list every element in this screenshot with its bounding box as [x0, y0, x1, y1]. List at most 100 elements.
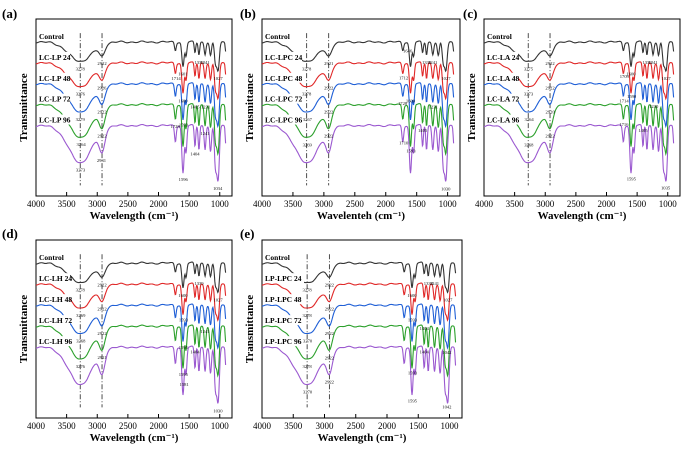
series-label: LC-LH 96	[39, 337, 72, 346]
series-label: LP-LPC 24	[265, 274, 302, 283]
x-tick-label: 3500	[284, 199, 303, 209]
peak-label: 3267	[303, 117, 313, 122]
peak-label: 3276	[76, 364, 86, 369]
legend-backdrop	[486, 93, 518, 104]
peak-label: 3278	[303, 364, 313, 369]
x-axis-label: Wavelength (cm⁻¹)	[538, 210, 627, 222]
legend-backdrop	[264, 114, 302, 125]
peak-label: 1027	[443, 297, 453, 302]
series-label: LC-LPC 24	[265, 53, 303, 62]
peak-label: 1593	[179, 318, 189, 323]
peak-label: 1404	[190, 151, 200, 156]
panel-label: (b)	[240, 6, 256, 21]
peak-label: 2922	[325, 307, 335, 312]
spectrum-line	[35, 123, 227, 182]
peak-label: 1600	[406, 98, 416, 103]
legend-backdrop	[264, 51, 302, 62]
peak-label: 3278	[76, 66, 86, 71]
legend-backdrop	[264, 315, 304, 326]
x-tick-label: 2500	[347, 421, 366, 431]
series-label: LC-LH 72	[39, 316, 72, 325]
peak-label: 2922	[97, 134, 107, 139]
peak-label: 2926	[97, 85, 107, 90]
plot-frame	[261, 239, 463, 419]
peak-label: 3269	[76, 313, 86, 318]
peak-label: 3270	[303, 338, 313, 343]
peak-label: 1600	[178, 293, 188, 298]
peak-label: 1338	[424, 281, 434, 286]
plot-frame	[35, 18, 233, 197]
peak-label: 1231	[201, 105, 211, 110]
peak-label: 2922	[97, 307, 107, 312]
x-tick-label: 4000	[253, 421, 272, 431]
peak-label: 1728	[398, 101, 408, 106]
peak-label: 1030	[213, 408, 223, 413]
panel-label: (d)	[2, 226, 18, 241]
plot-frame	[261, 18, 461, 197]
peak-label: 3269	[303, 142, 313, 147]
series-label: LC-LPC 96	[265, 116, 303, 125]
series-label: LC-LPC 72	[265, 95, 303, 104]
peak-label: 2922	[324, 85, 334, 90]
x-tick-label: 3000	[315, 199, 334, 209]
peak-label: 2921	[97, 355, 107, 360]
series-label: Control	[265, 32, 290, 41]
series-label: LC-LP 48	[39, 74, 71, 83]
peak-label: 2922	[325, 380, 335, 385]
peak-label: 1712	[399, 75, 409, 80]
legend-backdrop	[38, 114, 70, 125]
series-label: Control	[265, 253, 290, 262]
peak-label: 1581	[180, 382, 190, 387]
peak-label: 1241	[648, 60, 658, 65]
peak-label: 1595	[179, 345, 189, 350]
series-label: LC-LA 24	[487, 53, 520, 62]
x-tick-label: 3000	[536, 199, 555, 209]
peak-label: 1646	[403, 48, 413, 53]
spectrum-line	[261, 123, 455, 182]
peak-label: 2922	[324, 134, 334, 139]
peak-label: 2922	[97, 331, 107, 336]
x-tick-label: 2500	[119, 421, 138, 431]
series-label: LP-LPC 96	[265, 337, 302, 346]
peak-label: 1231	[429, 105, 439, 110]
peak-label: 1405	[418, 128, 428, 133]
legend-backdrop	[38, 31, 70, 42]
peak-label: 1027	[662, 76, 672, 81]
spectrum-line	[261, 345, 457, 404]
x-tick-label: 3000	[88, 421, 107, 431]
peak-label: 2922	[545, 85, 555, 90]
peak-label: 2922	[545, 134, 555, 139]
x-tick-label: 3000	[316, 421, 335, 431]
x-tick-label: 1500	[628, 199, 647, 209]
series-label: LC-LP 24	[39, 53, 71, 62]
legend-backdrop	[264, 93, 302, 104]
spectrum-line	[35, 345, 227, 404]
ftir-panel-4: (d) 4000 3500 3000 2500 2000 1500 1000 Wavelengt…	[2, 226, 233, 444]
peak-label: 1339	[194, 60, 204, 65]
peak-label: 1405	[638, 128, 648, 133]
ftir-panel-1: (a) 4000 3500 3000 2500 2000 1500 1000 Wavelengt…	[2, 6, 233, 222]
legend-backdrop	[486, 72, 518, 83]
legend-backdrop	[38, 336, 70, 347]
series-label: LC-LH 48	[39, 295, 72, 304]
peak-label: 2920	[546, 109, 556, 114]
x-tick-label: 2500	[346, 199, 365, 209]
peak-label: 2922	[97, 61, 107, 66]
y-axis-label: Transmittance	[18, 73, 30, 141]
peak-label: 1027	[214, 76, 224, 81]
peak-label: 1593	[406, 149, 416, 154]
legend-backdrop	[38, 51, 70, 62]
peak-label: 1590	[627, 94, 637, 99]
series-label: Control	[487, 32, 512, 41]
x-tick-label: 2000	[150, 199, 169, 209]
peak-label: 2922	[325, 331, 335, 336]
plot-frame	[35, 239, 233, 419]
peak-label: 3268	[524, 142, 534, 147]
panel-label: (c)	[463, 6, 477, 21]
x-tick-label: 3500	[58, 199, 77, 209]
peak-label: 3278	[302, 92, 312, 97]
peak-label: 2922	[325, 282, 335, 287]
x-tick-label: 1500	[408, 199, 427, 209]
peak-label: 1714	[619, 98, 629, 103]
peak-label: 1593	[408, 370, 418, 375]
